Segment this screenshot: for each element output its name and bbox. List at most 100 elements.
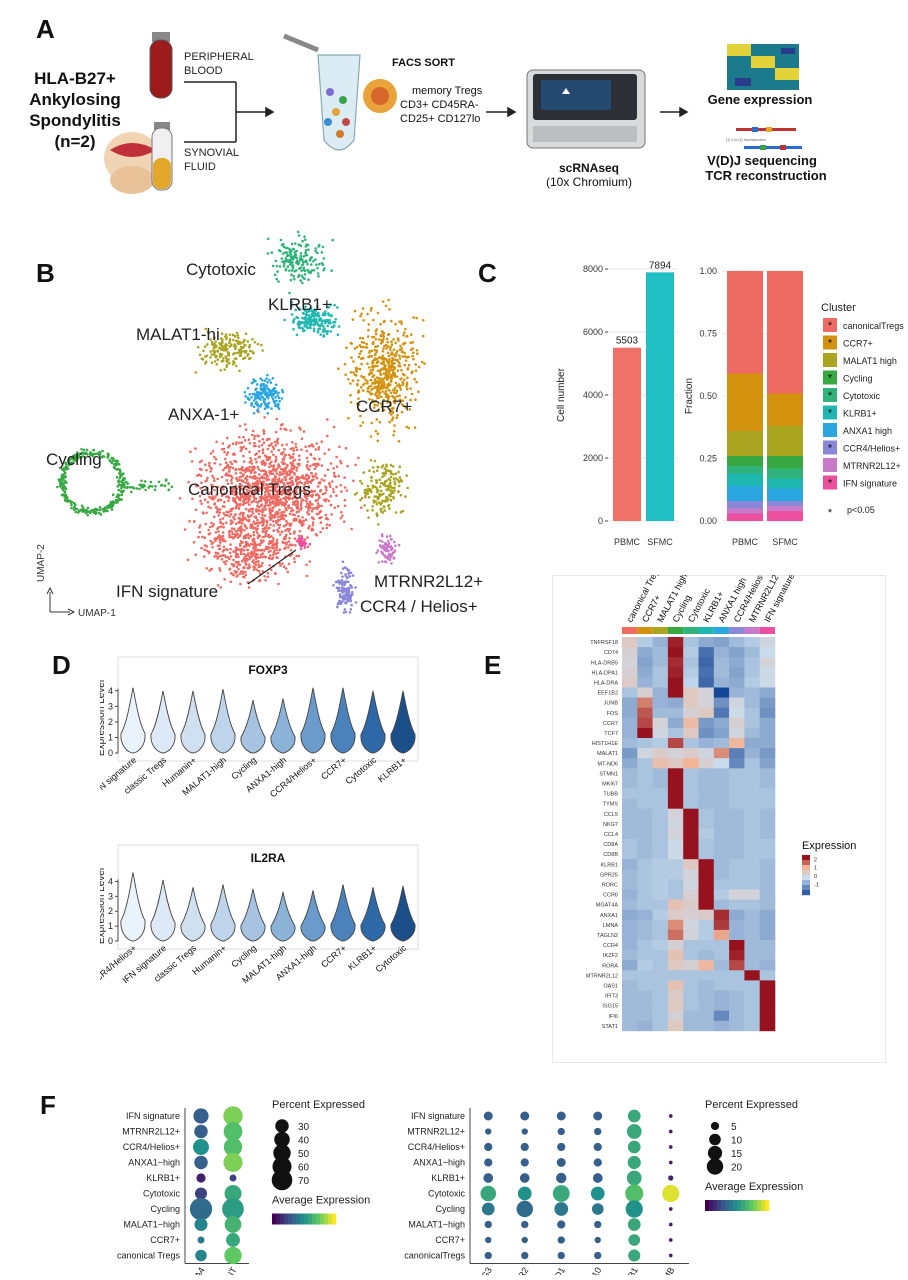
umap-point <box>255 460 258 464</box>
heatmap-cell <box>744 879 760 890</box>
umap-point <box>251 560 254 564</box>
umap-point <box>376 432 380 435</box>
umap-point <box>216 536 219 539</box>
umap-point <box>336 333 340 336</box>
expression-dot <box>594 1127 602 1136</box>
umap-point <box>394 511 398 514</box>
umap-point <box>306 268 309 272</box>
umap-point <box>358 344 362 347</box>
umap-point <box>383 392 387 395</box>
umap-point <box>270 481 274 485</box>
umap-point <box>208 491 212 495</box>
umap-point <box>335 465 339 468</box>
heatmap-cell <box>683 889 699 900</box>
umap-point <box>243 491 247 494</box>
stack-segment <box>767 468 803 479</box>
umap-point <box>275 277 279 281</box>
umap-point <box>240 495 243 498</box>
umap-point <box>178 497 182 500</box>
row-label: IFIT3 <box>605 994 618 1000</box>
umap-point <box>372 374 376 377</box>
umap-point <box>220 494 224 498</box>
arrow-icon <box>660 106 689 118</box>
umap-point <box>307 248 310 251</box>
heatmap-cell <box>729 727 745 739</box>
stack-segment <box>767 456 803 469</box>
stack-segment <box>727 466 763 474</box>
umap-point <box>393 549 397 552</box>
umap-point <box>270 407 273 410</box>
heatmap-cell <box>759 869 776 880</box>
umap-point <box>301 281 304 285</box>
row-label: CCR4/Helios+ <box>408 1142 465 1152</box>
umap-point <box>365 488 369 492</box>
umap-point <box>65 496 68 499</box>
expression-dot <box>521 1128 528 1135</box>
umap1-label: UMAP-1 <box>78 608 116 619</box>
y-axis-title: Expression Level <box>100 680 107 756</box>
umap-point <box>306 320 309 323</box>
sequencer-icon <box>526 69 646 149</box>
umap-point <box>243 423 247 426</box>
umap-point <box>311 503 314 506</box>
umap-point <box>290 242 294 246</box>
umap-point <box>281 458 285 461</box>
umap-point <box>312 457 316 460</box>
umap-point <box>292 275 295 278</box>
umap-point <box>210 353 213 356</box>
umap-point <box>275 399 278 403</box>
heatmap-cell <box>622 990 638 1001</box>
y-tick-label: 4000 <box>583 390 603 400</box>
x-tick-label: CCR4/Helios+ <box>100 943 138 987</box>
legend-title: Expression <box>802 840 856 852</box>
heatmap-cell <box>729 808 745 820</box>
umap-point <box>213 455 216 459</box>
umap-point <box>392 491 395 495</box>
umap-point <box>316 321 319 324</box>
umap-point <box>230 530 234 533</box>
umap-point <box>92 449 95 452</box>
umap-point <box>239 471 242 475</box>
heatmap-cell <box>729 798 745 809</box>
stack-segment <box>727 508 763 514</box>
facs-title: FACS SORT <box>392 57 455 69</box>
umap-point <box>217 514 220 517</box>
heatmap-cell <box>759 717 776 729</box>
umap-point <box>393 480 397 483</box>
umap-point <box>382 408 386 412</box>
umap-point <box>222 447 226 451</box>
umap-point <box>374 352 377 356</box>
umap-point <box>277 407 281 411</box>
umap-point <box>325 523 329 526</box>
umap-point <box>384 343 388 347</box>
heatmap-cell <box>637 1020 653 1032</box>
umap-point <box>361 389 365 392</box>
umap-point <box>234 551 238 554</box>
umap-point <box>246 485 249 489</box>
heatmap-cell <box>637 960 653 971</box>
umap-point <box>292 449 296 453</box>
umap-point <box>278 471 282 474</box>
umap-point <box>58 478 62 482</box>
umap-point <box>337 325 341 328</box>
umap-point <box>272 488 276 492</box>
heatmap-cell <box>713 727 730 739</box>
umap-point <box>79 456 82 460</box>
umap-point <box>266 547 269 551</box>
umap-point <box>284 529 287 532</box>
row-label: TYMS <box>603 802 619 808</box>
umap-point <box>311 507 315 511</box>
umap-point <box>401 372 405 376</box>
umap-point <box>327 319 331 322</box>
umap-point <box>288 247 291 251</box>
umap-point <box>225 453 229 456</box>
heatmap-cell <box>759 707 776 719</box>
umap-point <box>354 586 357 589</box>
umap-point <box>246 548 250 552</box>
umap-point <box>101 449 104 453</box>
umap-point <box>376 381 379 384</box>
umap-point <box>288 260 292 264</box>
umap-point <box>291 490 295 494</box>
umap-point <box>290 269 294 272</box>
umap-point <box>335 485 338 489</box>
